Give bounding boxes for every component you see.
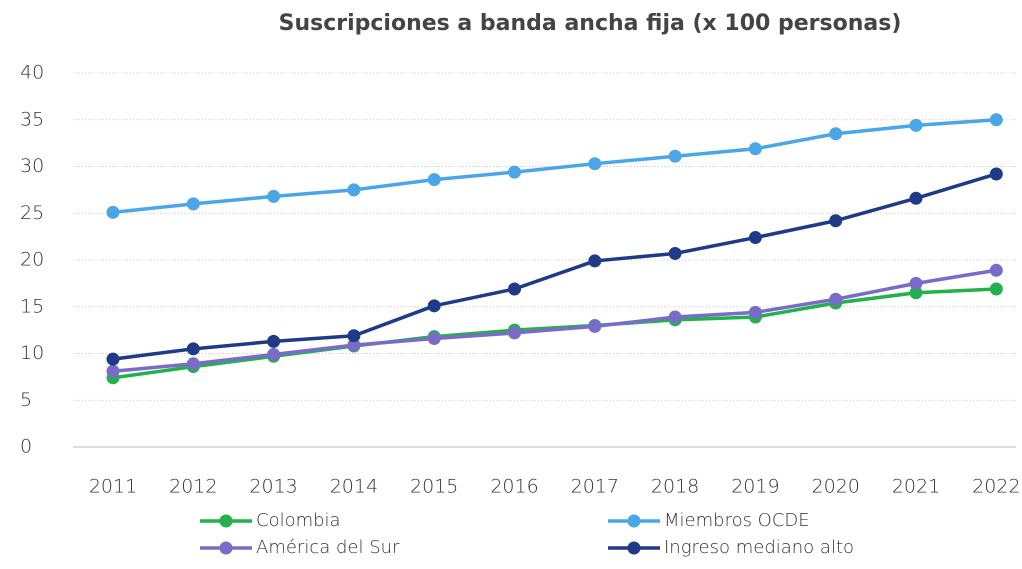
data-point	[829, 214, 843, 228]
y-tick-label: 30	[20, 155, 44, 177]
chart-title: Suscripciones a banda ancha fija (x 100 …	[279, 11, 902, 36]
data-point	[909, 276, 923, 290]
data-point	[748, 305, 762, 319]
data-point	[829, 127, 843, 141]
data-point	[508, 282, 521, 296]
x-tick-label: 2020	[812, 476, 860, 498]
x-tick-label: 2015	[410, 476, 458, 498]
data-point	[427, 299, 441, 313]
data-point	[186, 342, 200, 356]
data-point	[427, 332, 441, 346]
data-point	[989, 167, 1003, 181]
data-point	[267, 347, 281, 361]
legend-marker	[219, 514, 233, 528]
data-point	[427, 173, 441, 187]
data-point	[989, 263, 1003, 277]
x-tick-label: 2012	[169, 476, 217, 498]
data-point	[347, 329, 361, 343]
series-line	[112, 268, 997, 374]
data-point	[106, 352, 120, 366]
legend-label: Miembros OCDE	[664, 510, 810, 531]
y-tick-label: 25	[20, 202, 44, 224]
legend-label: Ingreso mediano alto	[664, 537, 854, 558]
y-tick-label: 0	[20, 436, 32, 458]
data-point	[588, 157, 602, 171]
x-tick-label: 2021	[892, 476, 940, 498]
data-point	[106, 205, 120, 219]
data-point	[668, 246, 682, 260]
data-point	[267, 334, 281, 348]
data-point	[508, 165, 521, 179]
data-point	[909, 118, 923, 132]
y-tick-label: 20	[20, 249, 44, 271]
data-point	[989, 113, 1003, 127]
legend-marker	[627, 541, 641, 555]
y-tick-label: 35	[20, 108, 44, 130]
x-tick-label: 2016	[490, 476, 538, 498]
data-point	[909, 286, 923, 300]
legend-marker	[627, 514, 641, 528]
data-point	[588, 254, 602, 268]
x-tick-label: 2022	[972, 476, 1020, 498]
data-point	[106, 364, 120, 378]
data-point	[347, 183, 361, 197]
data-point	[748, 231, 762, 245]
x-tick-label: 2014	[330, 476, 378, 498]
data-point	[668, 149, 682, 163]
y-tick-label: 5	[20, 389, 32, 411]
y-tick-label: 10	[20, 342, 44, 364]
data-point	[989, 282, 1003, 296]
x-tick-label: 2019	[731, 476, 779, 498]
data-point	[508, 326, 521, 340]
data-point	[267, 189, 281, 203]
x-tick-label: 2018	[651, 476, 699, 498]
data-point	[909, 191, 923, 205]
data-point	[748, 142, 762, 156]
x-tick-label: 2011	[89, 476, 137, 498]
x-tick-label: 2017	[571, 476, 619, 498]
data-point	[588, 319, 602, 333]
legend-label: América del Sur	[256, 537, 400, 558]
data-point	[186, 357, 200, 371]
y-tick-label: 40	[20, 62, 44, 84]
data-point	[668, 310, 682, 324]
series-line	[112, 287, 997, 380]
data-point	[347, 338, 361, 352]
series-line	[112, 172, 997, 361]
legend-marker	[219, 541, 233, 555]
series-line	[112, 118, 997, 215]
legend-label: Colombia	[256, 510, 341, 531]
y-tick-label: 15	[20, 295, 44, 317]
legend: Colombia Miembros OCDE América del Sur Ingr…	[200, 510, 854, 558]
x-tick-label: 2013	[249, 476, 297, 498]
data-point	[186, 197, 200, 211]
data-point	[829, 292, 843, 306]
